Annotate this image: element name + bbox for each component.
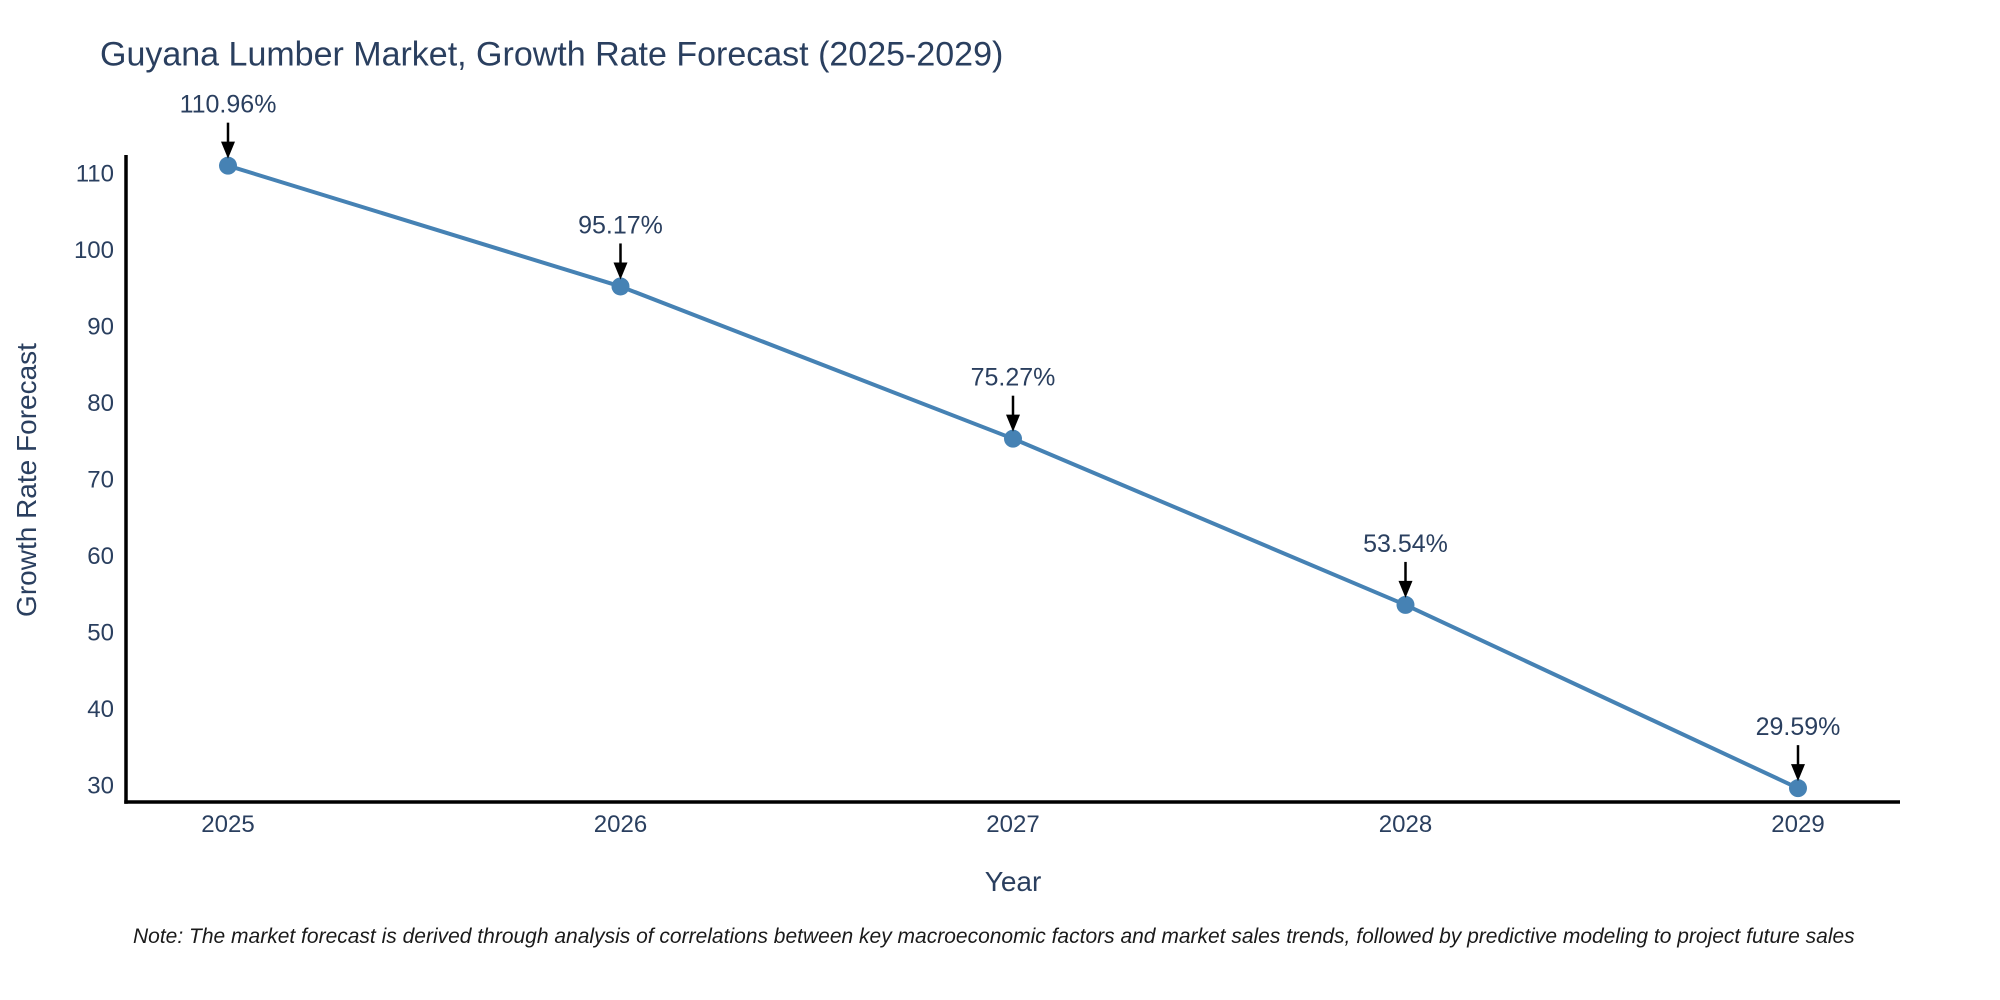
y-tick-label: 50 xyxy=(87,619,114,646)
annotation-label: 110.96% xyxy=(180,91,277,119)
y-tick-label: 40 xyxy=(87,696,114,723)
y-tick-label: 100 xyxy=(74,237,114,264)
y-tick-label: 70 xyxy=(87,466,114,493)
annotation-label: 29.59% xyxy=(1756,713,1841,741)
chart-title: Guyana Lumber Market, Growth Rate Foreca… xyxy=(100,35,1004,74)
x-axis-title: Year xyxy=(984,866,1042,897)
y-tick-label: 60 xyxy=(87,543,114,570)
annotation-arrowhead-icon xyxy=(1791,764,1805,782)
x-tick-label: 2027 xyxy=(986,811,1039,838)
data-point-marker xyxy=(611,277,630,296)
data-point-marker xyxy=(219,156,237,175)
y-tick-label: 90 xyxy=(87,313,114,340)
annotation-arrowhead-icon xyxy=(221,141,235,159)
annotation-label: 53.54% xyxy=(1363,530,1448,558)
data-point-marker xyxy=(1396,595,1415,614)
x-tick-label: 2026 xyxy=(594,811,647,838)
x-tick-label: 2025 xyxy=(201,811,254,838)
footnote: Note: The market forecast is derived thr… xyxy=(133,925,1855,948)
trend-line xyxy=(226,163,1800,791)
y-tick-label: 110 xyxy=(76,160,114,187)
data-point-marker xyxy=(1789,779,1807,798)
y-tick-label: 30 xyxy=(87,772,114,799)
y-tick-label: 80 xyxy=(87,390,114,417)
annotation-arrowhead-icon xyxy=(1006,414,1020,432)
data-point-marker xyxy=(1004,429,1022,448)
x-tick-label: 2029 xyxy=(1771,811,1824,838)
x-tick-label: 2028 xyxy=(1379,811,1432,838)
annotation-arrowhead-icon xyxy=(613,262,628,280)
annotation-label: 95.17% xyxy=(578,211,663,239)
annotation-arrowhead-icon xyxy=(1398,580,1413,598)
y-axis-title: Growth Rate Forecast xyxy=(11,343,42,617)
annotation-label: 75.27% xyxy=(971,364,1056,392)
